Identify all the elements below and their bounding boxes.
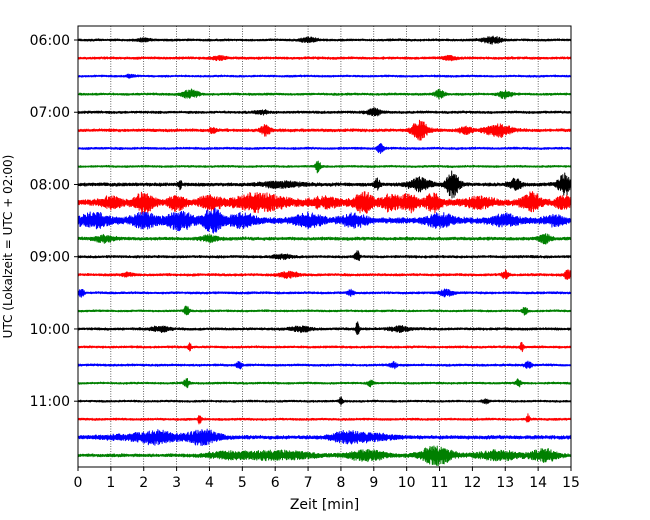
x-tick-label: 11 — [431, 475, 449, 491]
seismic-trace-0615 — [77, 54, 572, 62]
x-axis-title: Zeit [min] — [290, 497, 359, 513]
seismic-trace-0645 — [77, 88, 572, 100]
y-tick-label: 08:00 — [30, 177, 70, 193]
seismic-trace-0930 — [77, 288, 572, 298]
x-tick-label: 12 — [463, 475, 481, 491]
plot-frame — [77, 25, 572, 468]
x-tick-label: 3 — [172, 475, 181, 491]
vertical-grid-lines — [110, 26, 539, 467]
seismic-trace-0800 — [77, 170, 572, 199]
seismic-trace-0830 — [77, 207, 572, 234]
seismic-trace-0700 — [77, 107, 572, 117]
seismic-traces — [77, 35, 572, 467]
x-tick-label: 15 — [562, 475, 580, 491]
seismic-trace-0845 — [77, 233, 572, 245]
seismic-trace-1015 — [77, 341, 572, 353]
seismic-trace-0915 — [77, 269, 572, 281]
x-tick-label: 5 — [238, 475, 247, 491]
y-tick-label: 09:00 — [30, 250, 70, 266]
x-tick-label: 1 — [106, 475, 115, 491]
x-tick-label: 4 — [205, 475, 214, 491]
y-tick-label: 11:00 — [30, 394, 70, 410]
seismic-trace-0715 — [77, 119, 572, 141]
x-tick-label: 7 — [304, 475, 313, 491]
seismic-trace-0945 — [77, 305, 572, 316]
seismic-trace-1130 — [77, 428, 572, 446]
seismic-trace-1145 — [77, 445, 572, 467]
seismic-trace-0900 — [77, 250, 572, 262]
seismic-trace-1115 — [77, 413, 572, 425]
seismic-trace-1000 — [77, 321, 572, 336]
seismic-trace-1100 — [77, 396, 572, 406]
x-tick-label: 9 — [369, 475, 378, 491]
x-axis-ticks: 0 1 2 3 4 5 6 7 8 9 10 11 12 13 14 15 — [74, 467, 580, 491]
x-tick-label: 6 — [271, 475, 280, 491]
y-tick-label: 06:00 — [30, 33, 70, 49]
y-tick-label: 07:00 — [30, 105, 70, 121]
y-axis-ticks: 06:00 07:00 08:00 09:00 10:00 11:00 — [30, 33, 78, 410]
y-axis-title: UTC (Lokalzeit = UTC + 02:00) — [1, 155, 15, 339]
x-tick-label: 14 — [529, 475, 547, 491]
seismic-trace-0630 — [77, 73, 572, 79]
x-tick-label: 2 — [139, 475, 148, 491]
y-tick-label: 10:00 — [30, 322, 70, 338]
seismic-trace-1030 — [77, 360, 572, 370]
seismic-trace-0745 — [77, 160, 572, 174]
seismic-trace-1045 — [77, 377, 572, 389]
x-tick-label: 0 — [74, 475, 83, 491]
seismic-trace-0815 — [77, 191, 572, 215]
x-tick-label: 10 — [398, 475, 416, 491]
x-tick-label: 8 — [336, 475, 345, 491]
seismic-trace-0600 — [77, 35, 572, 45]
x-tick-label: 13 — [496, 475, 514, 491]
seismic-trace-0730 — [77, 142, 572, 154]
